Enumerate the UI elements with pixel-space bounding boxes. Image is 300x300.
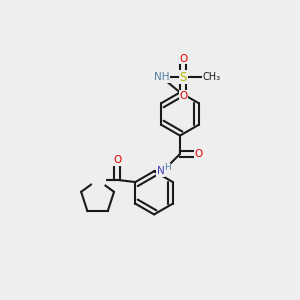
Text: CH₃: CH₃ [203,72,221,82]
Text: N: N [94,175,101,185]
Text: O: O [179,54,188,64]
Text: NH: NH [154,72,170,82]
Text: S: S [180,71,187,84]
Text: O: O [194,149,202,159]
Text: O: O [179,91,188,100]
Text: H: H [164,163,171,172]
Text: N: N [94,175,101,185]
Text: O: O [113,155,121,165]
Text: N: N [157,167,164,176]
